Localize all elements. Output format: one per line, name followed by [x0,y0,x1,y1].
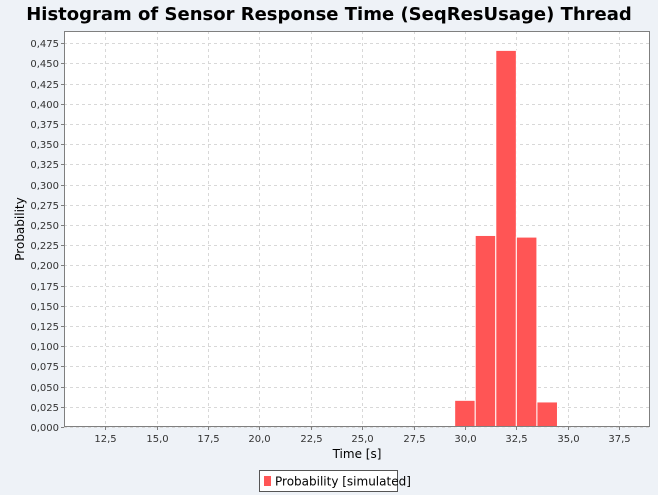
y-tick-label: 0,150 [30,302,59,313]
x-tick-label: 22,5 [300,434,322,445]
legend-label: Probability [simulated] [275,475,411,489]
x-tick-label: 12,5 [94,434,116,445]
y-tick-label: 0,325 [30,160,59,171]
x-axis: 12,5 15,0 17,5 20,0 22,5 25,0 27,5 30,0 32,5 35,0… [94,427,631,445]
grid-lines [64,31,650,428]
y-tick-label: 0,125 [30,322,59,333]
y-tick-label: 0,075 [30,362,59,373]
x-tick-label: 17,5 [197,434,219,445]
histogram-bar [515,236,538,428]
y-tick-label: 0,025 [30,403,59,414]
histogram-bar [454,399,476,428]
histogram-bar [474,234,497,428]
y-tick-label: 0,425 [30,80,59,91]
x-axis-label: Time [s] [332,447,382,461]
histogram-bar [536,401,558,428]
y-tick-label: 0,100 [30,342,59,353]
histogram-bar [495,49,517,428]
y-tick-label: 0,375 [30,120,59,131]
y-tick-label: 0,225 [30,241,59,252]
y-tick-label: 0,250 [30,221,59,232]
y-tick-label: 0,350 [30,140,59,151]
y-tick-label: 0,275 [30,201,59,212]
y-axis-label: Probability [13,197,27,260]
y-tick-label: 0,450 [30,59,59,70]
chart-title: Histogram of Sensor Response Time (SeqRe… [26,4,632,25]
x-tick-label: 30,0 [454,434,476,445]
y-tick-label: 0,000 [30,423,59,434]
y-tick-label: 0,200 [30,261,59,272]
legend-swatch [264,476,271,486]
x-tick-label: 32,5 [505,434,527,445]
legend-box [259,470,398,492]
x-tick-label: 15,0 [146,434,168,445]
y-axis: 0,000 0,025 0,050 0,075 0,100 0,125 0,150 0,175… [30,39,64,434]
x-tick-label: 20,0 [248,434,270,445]
x-tick-label: 37,5 [608,434,630,445]
x-tick-label: 27,5 [403,434,425,445]
x-tick-label: 25,0 [351,434,373,445]
y-tick-label: 0,175 [30,282,59,293]
plot-area [64,31,650,428]
plot-border [64,31,650,427]
plot-background [64,31,650,427]
bars [454,49,558,428]
y-tick-label: 0,050 [30,383,59,394]
y-tick-label: 0,300 [30,181,59,192]
x-tick-label: 35,0 [557,434,579,445]
y-tick-label: 0,400 [30,100,59,111]
legend: Probability [simulated] [259,470,411,492]
y-tick-label: 0,475 [30,39,59,50]
